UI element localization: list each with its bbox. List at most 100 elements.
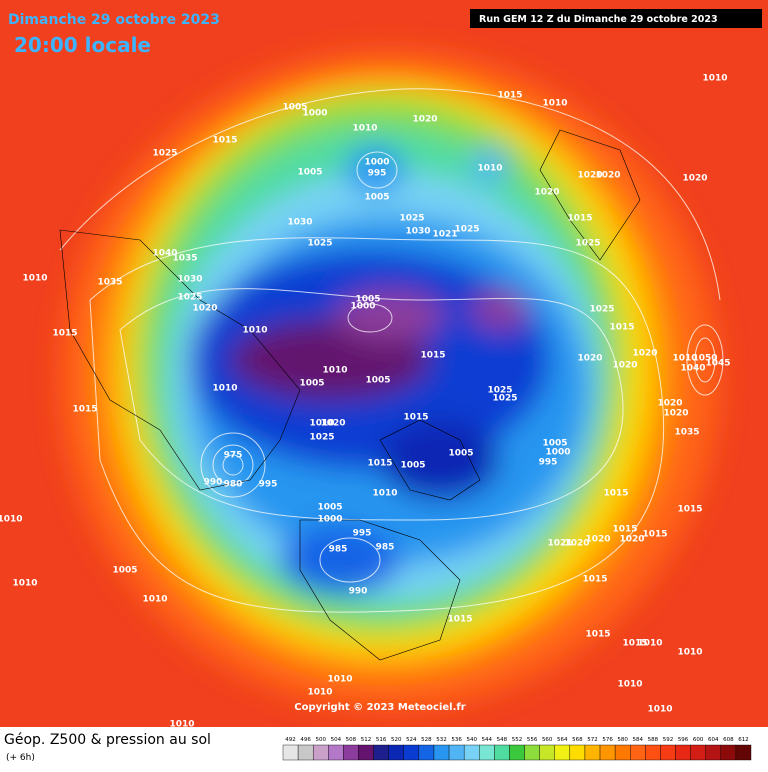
pressure-label: 1020 — [619, 535, 644, 545]
legend-swatch — [343, 744, 359, 761]
legend-swatch — [614, 744, 631, 761]
legend-label: 576 — [602, 737, 613, 743]
footer-subtitle: (+ 6h) — [6, 753, 35, 763]
pressure-label: 1020 — [585, 535, 610, 545]
pressure-label: 1020 — [682, 174, 707, 184]
legend-swatch — [690, 744, 706, 761]
legend-label: 496 — [300, 737, 311, 743]
pressure-label: 1010 — [169, 720, 194, 730]
pressure-label: 1020 — [577, 171, 602, 181]
pressure-label: 1010 — [647, 705, 672, 715]
pressure-label: 1015 — [420, 351, 445, 361]
pressure-label: 1025 — [487, 386, 512, 396]
pressure-label: 1005 — [297, 168, 322, 178]
pressure-label: 1050 — [692, 354, 717, 364]
pressure-label: 1005 — [365, 376, 390, 386]
pressure-label: 1010 — [242, 326, 267, 336]
legend-label: 580 — [617, 737, 628, 743]
pressure-label: 1015 — [72, 405, 97, 415]
pressure-label: 1000 — [545, 448, 570, 458]
legend-swatch — [358, 744, 374, 761]
legend-swatch — [645, 744, 661, 761]
legend-label: 540 — [466, 737, 477, 743]
copyright: Copyright © 2023 Meteociel.fr — [294, 702, 465, 713]
pressure-label: 1025 — [589, 305, 614, 315]
pressure-label: 1020 — [595, 171, 620, 181]
pressure-label: 975 — [224, 451, 243, 461]
pressure-label: 1021 — [432, 230, 457, 240]
pressure-label: 1010 — [22, 274, 47, 284]
pressure-label: 1000 — [364, 158, 389, 168]
legend-swatch — [463, 744, 480, 761]
pressure-label: 1025 — [307, 239, 332, 249]
pressure-label: 1030 — [177, 275, 202, 285]
pressure-labels: 1005 1000 1010 1020 1015 1010 1010 1015 1025 1000… — [0, 74, 731, 730]
pressure-label: 985 — [376, 543, 395, 553]
pressure-label: 1015 — [497, 91, 522, 101]
pressure-label: 1015 — [582, 575, 607, 585]
pressure-label: 1025 — [152, 149, 177, 159]
legend-label: 592 — [663, 737, 674, 743]
legend-label: 596 — [678, 737, 689, 743]
pressure-label: 1040 — [152, 249, 177, 259]
legend-label: 512 — [361, 737, 372, 743]
pressure-label: 1005 — [364, 193, 389, 203]
run-box — [470, 9, 762, 28]
date: Dimanche 29 octobre 2023 — [8, 12, 220, 28]
legend-label: 532 — [436, 737, 447, 743]
pressure-label: 1005 — [282, 103, 307, 113]
legend-label: 568 — [572, 737, 583, 743]
pressure-label: 995 — [353, 529, 372, 539]
pressure-label: 1015 — [212, 136, 237, 146]
legend-label: 556 — [527, 737, 538, 743]
legend-label: 516 — [376, 737, 387, 743]
pressure-label: 995 — [259, 480, 278, 490]
pressure-label: 1010 — [12, 579, 37, 589]
pressure-label: 1020 — [412, 115, 437, 125]
legend-label: 612 — [738, 737, 749, 743]
pressure-label: 1015 — [622, 639, 647, 649]
pressure-label: 1020 — [632, 349, 657, 359]
pressure-label: 1005 — [112, 566, 137, 576]
pressure-label: 1030 — [287, 218, 312, 228]
pressure-label: 1010 — [327, 675, 352, 685]
legend-swatch — [328, 744, 344, 761]
legend-swatch — [388, 744, 404, 761]
legend-swatch — [312, 744, 329, 761]
legend-label: 572 — [587, 737, 598, 743]
pressure-label: 1015 — [567, 214, 592, 224]
legend-label: 536 — [451, 737, 462, 743]
pressure-label: 1021 — [547, 539, 572, 549]
pressure-label: 1020 — [663, 409, 688, 419]
pressure-label: 1005 — [355, 295, 380, 305]
pressure-label: 1025 — [454, 225, 479, 235]
pressure-label: 1015 — [403, 413, 428, 423]
pressure-label: 1010 — [542, 99, 567, 109]
legend-swatch — [524, 744, 540, 761]
pressure-label: 1025 — [399, 214, 424, 224]
pressure-label: 1025 — [177, 293, 202, 303]
pressure-label: 1005 — [299, 379, 324, 389]
legend-swatch — [448, 744, 465, 761]
run-info: Run GEM 12 Z du Dimanche 29 octobre 2023 — [479, 14, 718, 25]
pressure-label: 1020 — [577, 354, 602, 364]
legend-label: 588 — [648, 737, 659, 743]
pressure-label: 1000 — [317, 515, 342, 525]
pressure-label: 995 — [368, 169, 387, 179]
legend-swatch — [735, 744, 752, 761]
pressure-label: 1015 — [52, 329, 77, 339]
legend-swatch — [494, 744, 510, 761]
pressure-label: 1015 — [677, 505, 702, 515]
legend-swatch — [418, 744, 435, 761]
pressure-label: 1010 — [0, 515, 23, 525]
pressure-label: 1010 — [477, 164, 502, 174]
legend-label: 608 — [723, 737, 734, 743]
pressure-label: 1005 — [448, 449, 473, 459]
pressure-label: 1035 — [674, 428, 699, 438]
footer-title: Géop. Z500 & pression au sol — [4, 732, 211, 748]
pressure-label: 980 — [224, 480, 243, 490]
pressure-label: 985 — [329, 545, 348, 555]
pressure-label: 1025 — [575, 239, 600, 249]
pressure-label: 990 — [349, 587, 368, 597]
